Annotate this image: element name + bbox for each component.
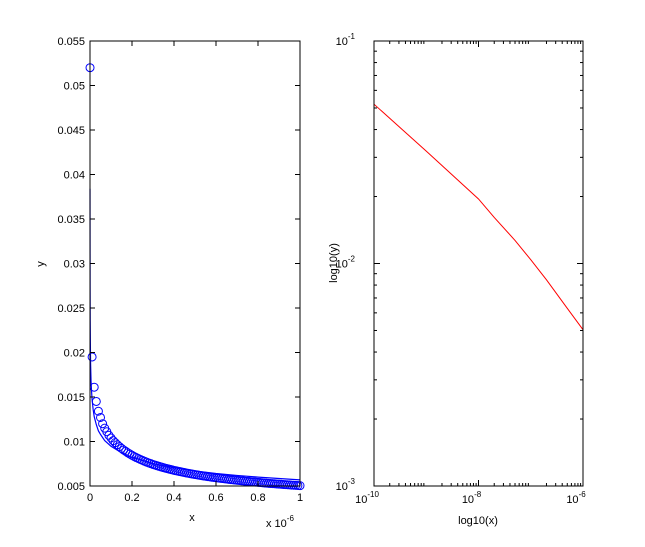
right-x-tick-label: 10-8	[462, 490, 482, 506]
left-y-axis-label: y	[35, 261, 47, 267]
left-data-point	[133, 454, 143, 463]
left-data-point	[93, 406, 103, 416]
left-data-point	[96, 412, 105, 422]
right-y-tick-label: 10-1	[336, 32, 356, 48]
right-x-axis-label: log10(x)	[458, 515, 498, 527]
right-y-tick-label: 10-3	[336, 477, 356, 493]
right-series-line	[373, 103, 584, 331]
left-plot: 0 0.2 0.4 0.6 0.8 1 0.005 0.01 0.015 0.02 0.025 0.0…	[35, 36, 305, 530]
left-data-point	[87, 352, 97, 362]
left-y-tick-label: 0.025	[57, 303, 85, 315]
left-axes-box	[89, 40, 301, 487]
right-x-tick-label: 10-6	[566, 490, 586, 506]
left-y-tick-label: 0.04	[64, 170, 85, 182]
left-x-tick-label: 1	[297, 492, 303, 504]
right-data-marks	[373, 103, 584, 331]
left-x-tick-label: 0.2	[124, 492, 139, 504]
left-x-exponent-label: x 10-6	[266, 514, 294, 530]
left-data-point	[131, 453, 141, 463]
left-y-tick-label: 0.045	[57, 125, 85, 137]
left-data-marks	[85, 63, 305, 491]
left-y-tick-label: 0.01	[64, 437, 85, 449]
left-y-tick-label: 0.035	[57, 214, 85, 226]
left-y-tick-label: 0.02	[64, 348, 85, 360]
left-x-exponent-power: -6	[287, 514, 295, 523]
left-x-tick-label: 0.6	[208, 492, 223, 504]
left-data-point	[98, 419, 108, 429]
left-x-axis-label: x	[189, 512, 195, 524]
left-data-point	[106, 433, 116, 443]
left-y-tick-label: 0.05	[64, 81, 85, 93]
left-y-tick-label: 0.015	[57, 392, 85, 404]
left-y-tick-label: 0.005	[57, 481, 85, 493]
left-axis-ticks: 0 0.2 0.4 0.6 0.8 1 0.005 0.01 0.015 0.02 0.025 0.0…	[57, 36, 303, 504]
right-y-axis-label: log10(y)	[328, 243, 340, 283]
left-y-tick-label: 0.03	[64, 259, 85, 271]
left-x-tick-label: 0	[87, 492, 93, 504]
right-axis-ticks: 10-10 10-8 10-6 10-3 10-2 10-1	[336, 32, 587, 506]
left-y-tick-label: 0.055	[57, 36, 85, 48]
right-plot: 10-10 10-8 10-6 10-3 10-2 10-1 log10(x) log10…	[328, 32, 586, 527]
left-series-line	[89, 188, 301, 481]
left-x-tick-label: 0.8	[250, 492, 265, 504]
left-data-point	[91, 396, 101, 406]
left-x-tick-label: 0.4	[166, 492, 181, 504]
right-axes-box	[373, 40, 584, 487]
right-x-tick-label: 10-10	[355, 490, 379, 506]
right-y-tick-label: 10-2	[336, 255, 356, 271]
left-x-exponent-base: x 10	[266, 518, 287, 530]
